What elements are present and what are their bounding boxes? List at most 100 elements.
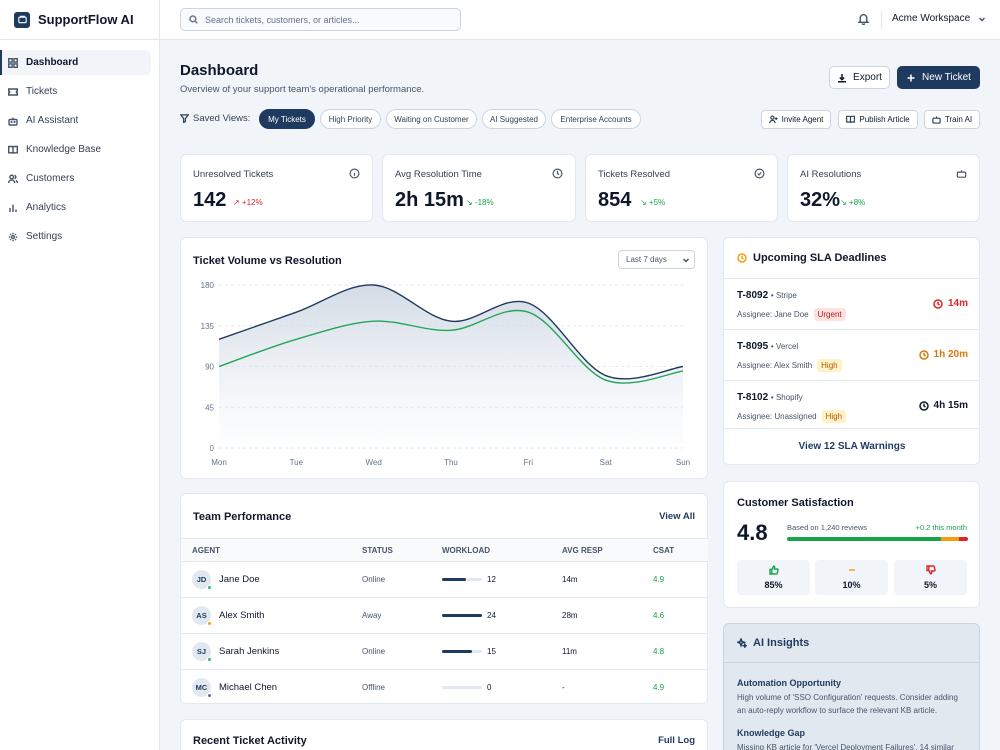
col-agent: AGENT — [192, 546, 220, 555]
col-status: STATUS — [362, 546, 393, 555]
series-area — [219, 284, 683, 448]
new-ticket-button[interactable]: New Ticket — [897, 66, 980, 89]
sidebar-item-ai-assistant[interactable]: AI Assistant — [0, 108, 151, 133]
notifications-button[interactable] — [857, 12, 871, 26]
col-csat: CSAT — [653, 546, 675, 555]
train-ai-button[interactable]: Train AI — [924, 110, 980, 129]
sla-ticket-id: T-8092 • Stripe — [737, 290, 797, 301]
train-ai-label: Train AI — [944, 115, 973, 124]
info-icon — [349, 168, 360, 179]
view-enterprise-accounts[interactable]: Enterprise Accounts — [551, 109, 641, 129]
gear-icon — [8, 232, 18, 241]
brand[interactable]: SupportFlow AI — [0, 0, 159, 40]
user-plus-icon — [768, 115, 778, 124]
kpi-value: 32% — [800, 189, 841, 211]
kpi-delta: ↘ -18% — [466, 198, 494, 207]
topbar: Acme Workspace — [160, 0, 1000, 40]
sla-company: • Shopify — [770, 393, 803, 402]
col-workload: WORKLOAD — [442, 546, 490, 555]
table-row[interactable]: SJ Sarah Jenkins Online 15 11m 4.8 — [181, 634, 708, 670]
view-sla-warnings-link[interactable]: View 12 SLA Warnings — [724, 428, 980, 464]
sidebar-item-label: Customers — [26, 173, 75, 184]
invite-agent-button[interactable]: Invite Agent — [761, 110, 831, 129]
kpi-label: AI Resolutions — [800, 169, 862, 180]
clock-icon — [737, 253, 747, 263]
table-row[interactable]: MC Michael Chen Offline 0 - 4.9 — [181, 670, 708, 706]
view-high-priority[interactable]: High Priority — [320, 109, 381, 129]
agent-status: Away — [362, 611, 382, 620]
search-box[interactable] — [180, 8, 461, 31]
kpi-card-resolution-time: Avg Resolution Time 2h 15m ↘ -18% — [382, 154, 576, 222]
ai-insights-header: AI Insights — [724, 624, 979, 663]
sidebar-item-tickets[interactable]: Tickets — [0, 79, 151, 104]
export-label: Export — [853, 72, 882, 83]
sla-assignee-text: Assignee: Unassigned — [737, 412, 817, 421]
table-header: AGENT STATUS WORKLOAD AVG RESP CSAT — [181, 538, 708, 562]
x-tick-label: Wed — [366, 458, 382, 467]
csat-positive-pct: 85% — [764, 580, 783, 590]
plus-icon — [907, 74, 915, 81]
filter-icon — [180, 114, 189, 123]
agent-status: Online — [362, 575, 386, 584]
topbar-divider — [881, 11, 882, 29]
page-subtitle: Overview of your support team's operatio… — [180, 84, 425, 95]
sidebar-nav: Dashboard Tickets AI Assistant Knowledge… — [0, 40, 159, 249]
workload-bar — [442, 650, 482, 653]
workspace-switcher[interactable]: Acme Workspace — [892, 13, 986, 24]
y-tick-label: 135 — [201, 322, 215, 331]
view-waiting-on-customer[interactable]: Waiting on Customer — [386, 109, 477, 129]
sidebar-item-customers[interactable]: Customers — [0, 166, 151, 191]
sla-item[interactable]: T-8092 • Stripe Assignee: Jane Doe Urgent… — [724, 278, 980, 329]
export-button[interactable]: Export — [829, 66, 890, 89]
workload-bar — [442, 686, 482, 689]
sidebar-item-dashboard[interactable]: Dashboard — [0, 50, 151, 75]
ticket-volume-chart-card: Ticket Volume vs Resolution Last 7 days … — [180, 237, 708, 479]
sla-id-text: T-8092 — [737, 290, 769, 301]
sla-time-text: 4h 15m — [933, 400, 968, 411]
csat-reviews: Based on 1,240 reviews — [787, 523, 868, 532]
search-input[interactable] — [205, 14, 445, 25]
csat-score: 4.8 — [737, 520, 768, 545]
date-range-select[interactable]: Last 7 days — [618, 250, 695, 269]
csat-negative: 5% — [894, 560, 967, 595]
sidebar-item-knowledge-base[interactable]: Knowledge Base — [0, 137, 151, 162]
sparkles-icon — [737, 638, 747, 648]
sla-ticket-id: T-8095 • Vercel — [737, 341, 798, 352]
workload-value: 0 — [487, 683, 492, 692]
sla-time-text: 1h 20m — [933, 349, 968, 360]
avg-resp-value: 14m — [562, 575, 578, 584]
customer-satisfaction-card: Customer Satisfaction 4.8 Based on 1,240… — [723, 481, 980, 608]
full-log-link[interactable]: Full Log — [658, 735, 695, 746]
table-row[interactable]: JD Jane Doe Online 12 14m 4.9 — [181, 562, 708, 598]
workload-bar-fill — [442, 614, 482, 617]
view-all-link[interactable]: View All — [659, 511, 695, 522]
bot-icon — [956, 168, 967, 179]
workload-bar — [442, 614, 482, 617]
view-my-tickets[interactable]: My Tickets — [259, 109, 315, 129]
book-icon — [8, 145, 18, 154]
avatar: MC — [192, 678, 211, 697]
col-avg-resp: AVG RESP — [562, 546, 603, 555]
y-tick-label: 90 — [205, 363, 214, 372]
recent-title: Recent Ticket Activity — [193, 735, 307, 747]
sidebar-item-settings[interactable]: Settings — [0, 224, 151, 249]
sla-item[interactable]: T-8102 • Shopify Assignee: Unassigned Hig… — [724, 380, 980, 431]
sidebar-item-label: Dashboard — [26, 57, 79, 68]
avg-resp-value: 11m — [562, 647, 577, 656]
date-range-value: Last 7 days — [626, 255, 667, 264]
y-tick-label: 180 — [201, 281, 215, 290]
kpi-label: Tickets Resolved — [598, 169, 670, 180]
ticket-icon — [8, 87, 18, 96]
status-dot — [207, 657, 212, 662]
sidebar-item-label: Tickets — [26, 86, 58, 97]
kpi-delta: ↘ +8% — [840, 198, 866, 207]
insight-text: Missing KB article for 'Vercel Deploymen… — [737, 743, 954, 750]
publish-article-button[interactable]: Publish Article — [838, 110, 918, 129]
sidebar-item-analytics[interactable]: Analytics — [0, 195, 151, 220]
thumbs-down-icon — [925, 565, 936, 575]
view-ai-suggested[interactable]: AI Suggested — [482, 109, 546, 129]
sla-assignee: Assignee: Unassigned High — [737, 410, 847, 423]
csat-negative-pct: 5% — [923, 580, 937, 590]
sla-item[interactable]: T-8095 • Vercel Assignee: Alex Smith High… — [724, 329, 980, 380]
table-row[interactable]: AS Alex Smith Away 24 28m 4.6 — [181, 598, 708, 634]
